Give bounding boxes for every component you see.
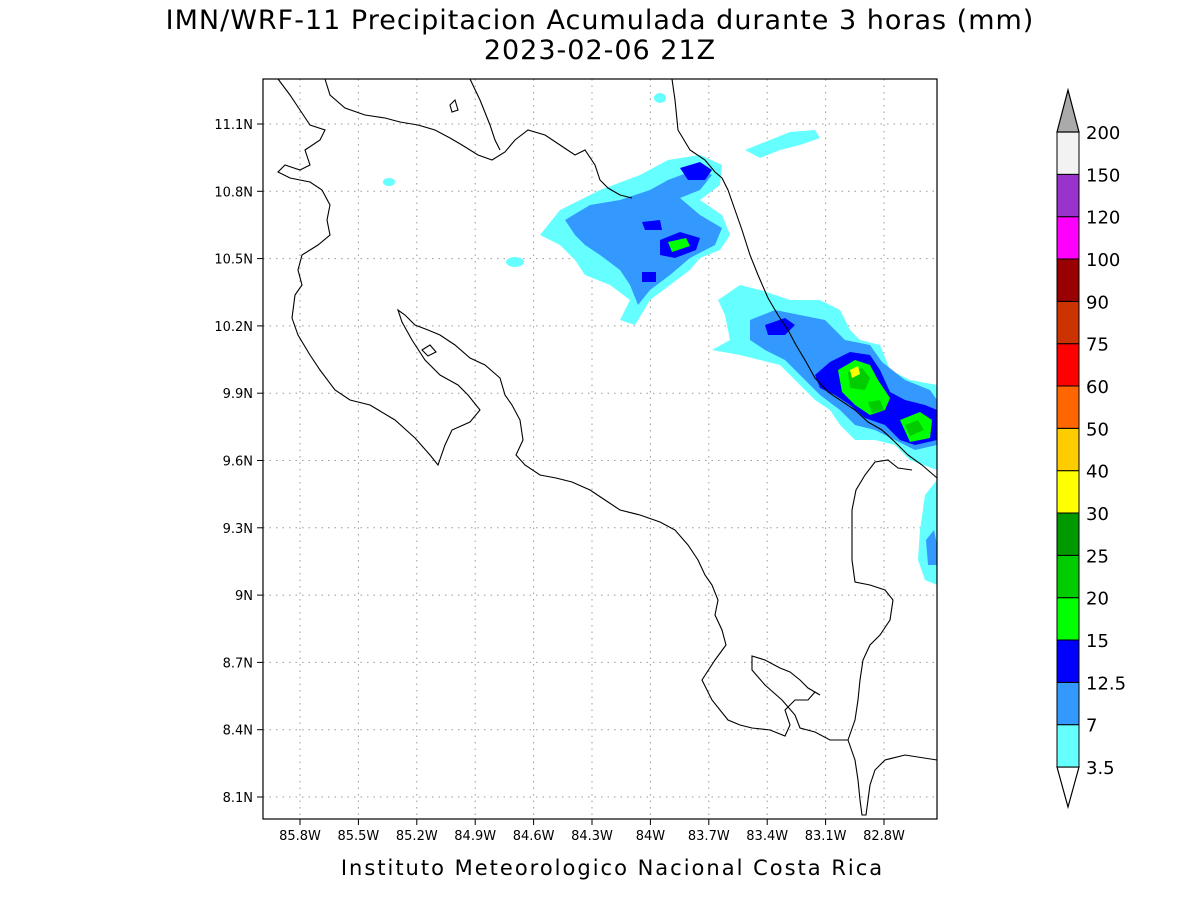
colorbar-label: 12.5 xyxy=(1086,673,1126,694)
colorbar-segment xyxy=(1056,343,1080,387)
precip-area-20mm xyxy=(905,420,924,436)
coastline-north xyxy=(324,78,633,199)
lat-tick-label: 10.2N xyxy=(214,320,253,335)
lat-tick-label: 10.5N xyxy=(214,253,253,268)
colorbar-label: 120 xyxy=(1086,208,1120,229)
precip-area-12-5mm xyxy=(642,220,662,230)
border-nicaragua xyxy=(469,78,501,151)
colorbar-label: 7 xyxy=(1086,716,1097,737)
precip-area-12-5mm xyxy=(642,272,656,282)
longitude-axis: 85.8W 85.5W 85.2W 84.9W 84.6W 84.3W 84W 83.7W 83… xyxy=(279,819,905,844)
colorbar-segment xyxy=(1056,639,1080,683)
colorbar-label: 15 xyxy=(1086,631,1109,652)
island-small xyxy=(449,98,459,113)
lat-tick-label: 8.7N xyxy=(223,656,253,671)
colorbar-segment xyxy=(1056,470,1080,514)
lat-tick-label: 9.6N xyxy=(223,455,253,470)
lat-tick-label: 8.1N xyxy=(223,791,253,806)
lon-tick-label: 85.8W xyxy=(279,829,321,844)
precip-area-7mm xyxy=(565,168,722,305)
colorbar-label: 60 xyxy=(1086,377,1109,398)
coastline-caribbean xyxy=(277,78,741,726)
colorbar-label: 100 xyxy=(1086,250,1120,271)
colorbar-label: 90 xyxy=(1086,292,1109,313)
colorbar-segment xyxy=(1056,385,1080,429)
coastline-pacific-south xyxy=(739,655,938,816)
precip-area-3-5mm xyxy=(745,130,820,158)
lon-tick-label: 85.5W xyxy=(337,829,379,844)
precip-area-15mm xyxy=(668,238,690,252)
lat-tick-label: 10.8N xyxy=(214,185,253,200)
lon-tick-label: 83.1W xyxy=(805,829,847,844)
colorbar-label: 30 xyxy=(1086,504,1109,525)
colorbar-label: 3.5 xyxy=(1086,758,1115,779)
colorbar-segment xyxy=(1056,258,1080,302)
colorbar-segment xyxy=(1056,512,1080,556)
colorbar-label: 200 xyxy=(1086,123,1120,144)
colorbar-segment xyxy=(1056,724,1080,768)
lon-tick-label: 84.3W xyxy=(571,829,613,844)
coastline xyxy=(277,78,938,816)
latitude-axis: 11.1N 10.8N 10.5N 10.2N 9.9N 9.6N 9.3N 9N 8.7N 8.… xyxy=(214,118,263,806)
lat-tick-label: 9.3N xyxy=(223,522,253,537)
colorbar-segment xyxy=(1056,300,1080,345)
precip-area-7mm xyxy=(926,530,937,565)
colorbar-label: 40 xyxy=(1086,462,1109,483)
colorbar-legend: 3.5 7 12.5 15 20 25 30 40 50 60 75 90 100 120 150 200 xyxy=(1056,87,1126,810)
border-panama xyxy=(847,459,913,741)
precip-area-12-5mm xyxy=(765,318,795,335)
precipitation-field xyxy=(383,93,937,585)
precip-area-3-5mm xyxy=(506,257,524,267)
lon-tick-label: 84W xyxy=(636,829,666,844)
lon-tick-label: 84.6W xyxy=(513,829,555,844)
colorbar-segment xyxy=(1056,427,1080,472)
colorbar-label: 150 xyxy=(1086,165,1120,186)
colorbar-segment xyxy=(1056,216,1080,260)
lat-tick-label: 9N xyxy=(235,589,253,604)
lat-tick-label: 9.9N xyxy=(223,387,253,402)
lake-small xyxy=(421,344,437,357)
lon-tick-label: 83.7W xyxy=(688,829,730,844)
colorbar-label: 50 xyxy=(1086,419,1109,440)
colorbar-segment xyxy=(1056,554,1080,599)
colorbar-label: 25 xyxy=(1086,546,1109,567)
coastline-caribbean-east xyxy=(671,78,938,479)
precip-area-20mm xyxy=(868,400,884,413)
colorbar-label: 20 xyxy=(1086,589,1109,610)
lat-tick-label: 8.4N xyxy=(223,724,253,739)
colorbar-segment xyxy=(1056,597,1080,641)
colorbar-label: 75 xyxy=(1086,335,1109,356)
map-subtitle: 2023-02-06 21Z xyxy=(483,35,717,66)
lon-tick-label: 84.9W xyxy=(454,829,496,844)
colorbar-segment xyxy=(1056,173,1080,218)
footer-credit: Instituto Meteorologico Nacional Costa R… xyxy=(340,856,885,880)
precip-area-3-5mm xyxy=(383,178,395,186)
lon-tick-label: 83.4W xyxy=(746,829,788,844)
precip-area-30mm xyxy=(850,366,860,378)
colorbar-segment xyxy=(1056,131,1080,175)
colorbar-upper-arrow xyxy=(1056,87,1080,133)
colorbar-lower-arrow xyxy=(1056,766,1080,810)
lat-tick-label: 11.1N xyxy=(214,118,253,133)
colorbar-segment xyxy=(1056,681,1080,726)
lon-tick-label: 85.2W xyxy=(396,829,438,844)
precip-area-3-5mm xyxy=(654,93,666,103)
map-title: IMN/WRF-11 Precipitacion Acumulada duran… xyxy=(165,5,1035,36)
lon-tick-label: 82.8W xyxy=(863,829,905,844)
map-frame xyxy=(262,78,938,820)
precip-area-12-5mm xyxy=(680,162,712,180)
